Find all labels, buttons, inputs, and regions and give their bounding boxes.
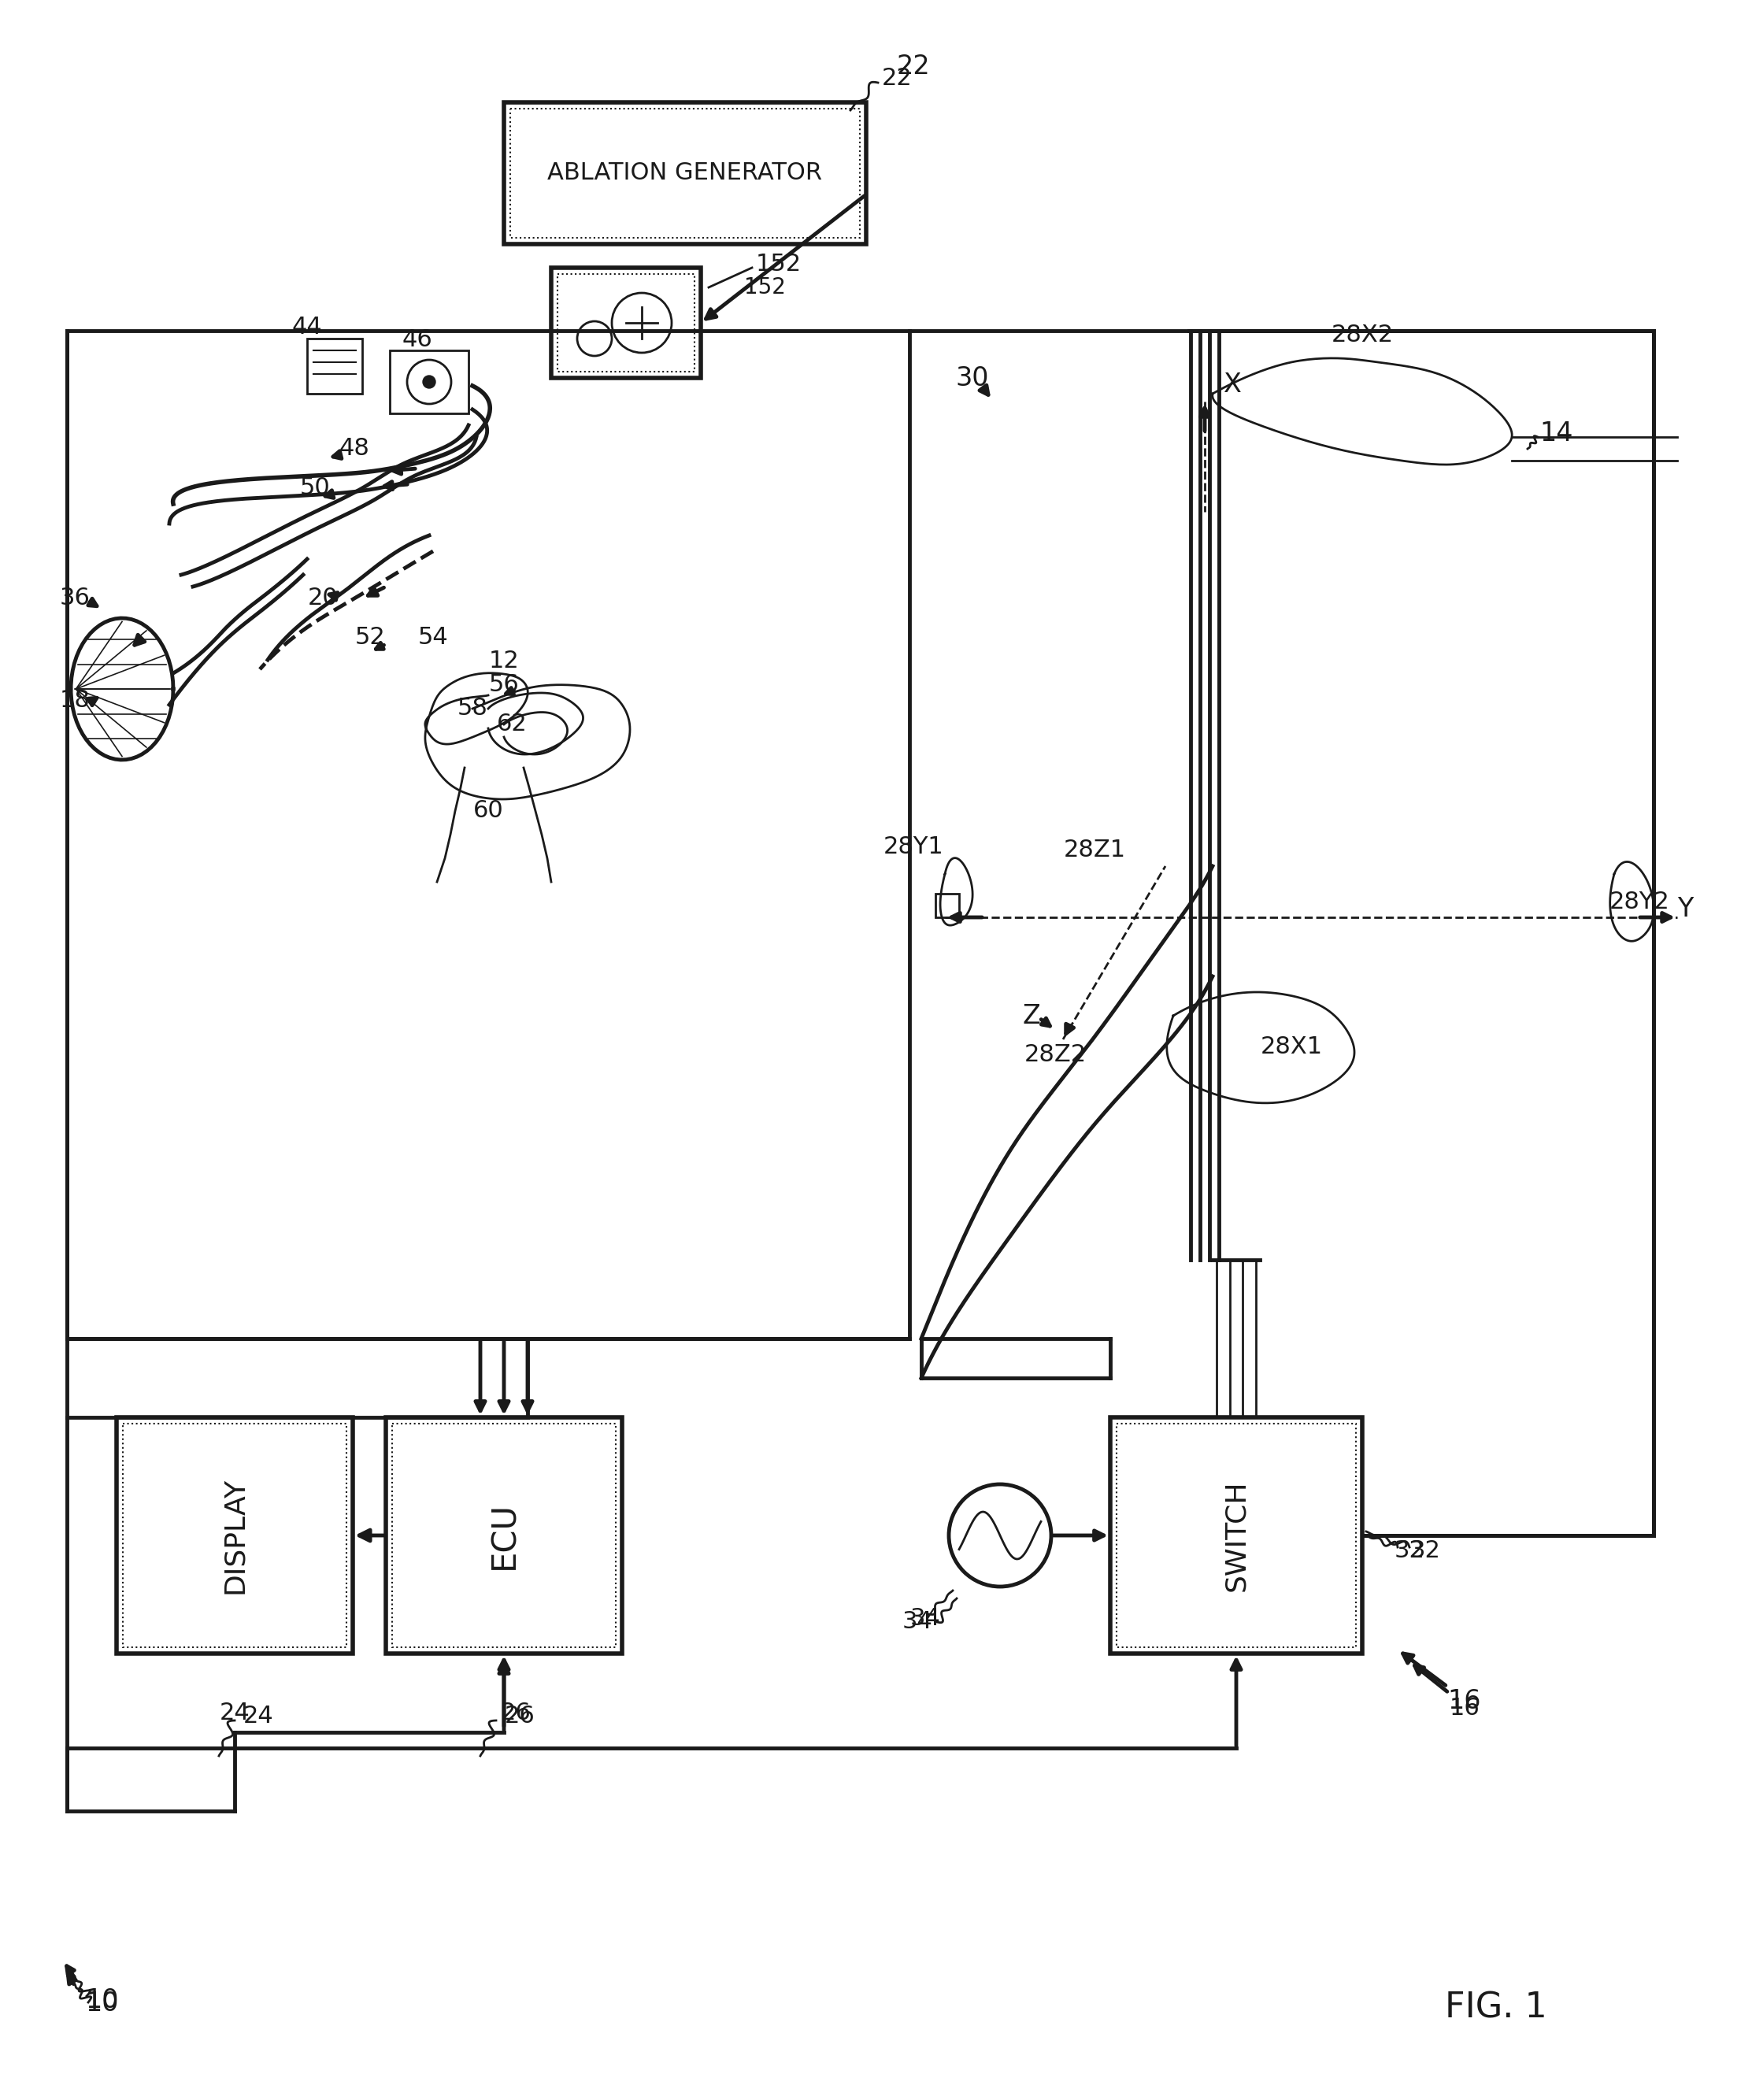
Text: 16: 16 — [1447, 1688, 1482, 1714]
Text: 28Y2: 28Y2 — [1608, 890, 1670, 914]
Bar — [557, 273, 694, 372]
Text: 58: 58 — [457, 697, 487, 720]
Bar — [117, 1418, 352, 1653]
Bar — [385, 1418, 622, 1653]
Bar — [552, 267, 701, 378]
Text: ABLATION GENERATOR: ABLATION GENERATOR — [548, 162, 822, 185]
Text: 20: 20 — [308, 588, 338, 609]
Text: FIG. 1: FIG. 1 — [1445, 1991, 1547, 2024]
Bar — [307, 338, 363, 393]
Text: 10: 10 — [86, 1987, 119, 2014]
Text: 34: 34 — [909, 1607, 941, 1630]
Text: 44: 44 — [293, 315, 322, 338]
Text: ECU: ECU — [487, 1502, 520, 1569]
Text: SWITCH: SWITCH — [1223, 1480, 1249, 1592]
Bar — [1116, 1424, 1356, 1646]
Text: 22: 22 — [897, 55, 930, 80]
Text: Y: Y — [1677, 897, 1692, 922]
Circle shape — [611, 292, 671, 353]
Text: 46: 46 — [401, 330, 433, 351]
Text: 50: 50 — [300, 477, 329, 500]
Circle shape — [576, 321, 611, 355]
Bar — [389, 351, 468, 414]
Text: 30: 30 — [957, 365, 990, 391]
Text: 52: 52 — [356, 626, 385, 649]
Bar — [936, 895, 958, 918]
Text: 28X1: 28X1 — [1260, 1035, 1323, 1058]
Circle shape — [422, 376, 436, 388]
Text: 152: 152 — [745, 277, 785, 298]
Text: 62: 62 — [496, 714, 527, 735]
Text: DISPLAY: DISPLAY — [221, 1476, 249, 1594]
Text: 14: 14 — [1540, 420, 1573, 445]
Bar — [510, 109, 860, 237]
Text: 32: 32 — [1395, 1539, 1424, 1562]
Bar — [392, 1424, 615, 1646]
Text: 24: 24 — [219, 1701, 251, 1724]
Text: 24: 24 — [244, 1705, 273, 1728]
Text: 152: 152 — [755, 252, 802, 275]
Text: 26: 26 — [505, 1705, 534, 1728]
Text: 16: 16 — [1449, 1697, 1480, 1720]
Text: 32: 32 — [1410, 1539, 1440, 1562]
Text: 26: 26 — [501, 1701, 531, 1724]
Text: 36: 36 — [60, 588, 89, 609]
Text: 12: 12 — [489, 651, 519, 672]
Text: Z: Z — [1023, 1004, 1041, 1029]
Text: 34: 34 — [902, 1611, 932, 1634]
Text: 54: 54 — [417, 626, 449, 649]
Circle shape — [406, 359, 452, 403]
Text: X: X — [1223, 372, 1242, 397]
Text: 22: 22 — [881, 67, 913, 90]
Text: 48: 48 — [340, 437, 370, 460]
Circle shape — [950, 1485, 1051, 1588]
Text: 60: 60 — [473, 800, 503, 823]
Bar — [1111, 1418, 1363, 1653]
Text: 28Z2: 28Z2 — [1023, 1044, 1086, 1067]
Text: 10: 10 — [86, 1991, 119, 2016]
Bar — [123, 1424, 347, 1646]
Text: 56: 56 — [489, 674, 519, 697]
Text: 28X2: 28X2 — [1332, 323, 1393, 347]
Bar — [67, 330, 909, 1338]
Text: 28Y1: 28Y1 — [883, 836, 944, 859]
Text: 18: 18 — [60, 689, 89, 712]
Bar — [505, 103, 865, 244]
Text: 28Z1: 28Z1 — [1063, 840, 1127, 861]
